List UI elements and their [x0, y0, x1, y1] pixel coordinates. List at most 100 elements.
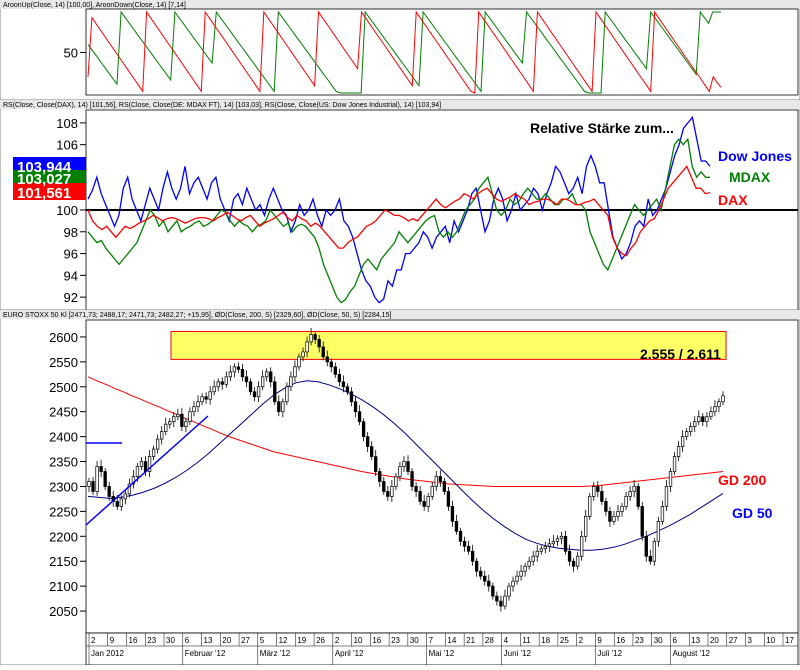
gd200-line [87, 376, 724, 487]
x-tick-label: 18 [541, 636, 550, 645]
candle [248, 378, 253, 396]
candle [127, 478, 132, 498]
aroon-y-axis: 50 [64, 46, 86, 61]
candle-body [265, 371, 269, 378]
candle [539, 545, 543, 555]
price-y-axis: 2600 2550 2500 2450 2400 2350 2300 2250 2200 2150… [49, 330, 86, 619]
rs-tick-label: 106 [56, 138, 78, 153]
candle [466, 540, 471, 555]
candle [168, 418, 172, 429]
candle [269, 367, 273, 388]
candle-body [684, 431, 689, 437]
candle-body [269, 371, 273, 383]
moving-averages [87, 376, 724, 551]
price-header-bar [0, 310, 800, 319]
candle [297, 353, 301, 371]
x-tick-label: 11 [522, 636, 531, 645]
x-tick-label: 16 [616, 636, 625, 645]
rs-legend-dow: Dow Jones [718, 148, 792, 164]
candle [535, 544, 539, 562]
candle-body [531, 555, 535, 562]
candle-body [119, 498, 123, 507]
candle [640, 501, 644, 541]
candle [370, 441, 374, 461]
x-axis: 2 9 16 23 30 6 13 20 27 5 12 19 26 2 10 16 23 30 7 14 21 28 4 1… [85, 632, 799, 666]
x-tick-label: 27 [241, 636, 250, 645]
candle [107, 481, 111, 501]
candle-body [616, 511, 620, 517]
resistance-zone [170, 330, 727, 360]
candle-body [236, 366, 241, 370]
aroon-plot-area [85, 8, 799, 96]
candle-body [309, 334, 313, 343]
month-label: Jan 2012 [91, 649, 124, 658]
candle-body [386, 491, 390, 497]
candle-body [390, 486, 394, 497]
price-tick-label: 2500 [49, 380, 78, 395]
x-tick-label: 13 [204, 636, 213, 645]
price-tick-label: 2100 [49, 579, 78, 594]
aroon-series-aroonup [87, 10, 721, 94]
x-tick-label: 2 [579, 636, 584, 645]
gd50-line [87, 380, 724, 551]
candle [636, 482, 640, 510]
trendline [85, 415, 209, 526]
candle-body [301, 351, 305, 358]
x-tick-label: 13 [691, 636, 700, 645]
candle-body [579, 535, 584, 557]
candle [479, 566, 483, 580]
candle [192, 401, 196, 417]
candle-body [216, 381, 220, 388]
rs-panel: RS(Close, Close(DAX), 14) [101,56], RS(C… [0, 99, 800, 311]
resistance-zone-label: 2.555 / 2.611 [640, 346, 721, 362]
candle [612, 510, 616, 525]
candle [644, 530, 648, 562]
candle [333, 362, 337, 378]
candle [579, 530, 584, 561]
value-box-dax [13, 183, 86, 200]
candle [531, 550, 535, 566]
rs-series-dax [87, 165, 711, 257]
candle [664, 479, 669, 511]
candle-body [139, 461, 144, 467]
candle-body [612, 516, 616, 522]
month-label: August '12 [672, 649, 710, 658]
candle [656, 516, 661, 547]
candle [438, 470, 442, 487]
candle [256, 381, 261, 403]
rs-header: RS(Close, Close(DAX), 14) [101,56], RS(C… [3, 102, 441, 109]
candle [378, 468, 382, 487]
candle-body [475, 560, 479, 572]
candle [575, 551, 580, 570]
candle [265, 368, 269, 382]
candle-body [414, 486, 418, 492]
candle [604, 497, 608, 516]
candle-body [600, 491, 604, 502]
candle [620, 502, 624, 517]
candle [515, 570, 519, 585]
price-tick-label: 2350 [49, 455, 78, 470]
candle [559, 531, 564, 545]
x-tick-label: 26 [316, 636, 325, 645]
candle [721, 391, 725, 406]
candle [616, 504, 620, 521]
candle-body [527, 560, 531, 567]
candle [450, 500, 455, 527]
candle-body [260, 376, 265, 388]
candle-body [155, 438, 160, 450]
candle [680, 430, 685, 453]
candle [252, 387, 257, 402]
candle-body [483, 575, 487, 582]
candle-body [212, 386, 216, 393]
candle-body [434, 476, 438, 487]
candle [228, 365, 233, 382]
candle-body [620, 506, 624, 512]
candle [684, 428, 689, 441]
candle-body [91, 481, 95, 492]
candle [232, 363, 237, 378]
candle-body [131, 476, 136, 485]
candle [337, 368, 342, 387]
candle [693, 416, 697, 433]
candle [176, 408, 180, 421]
candle [551, 534, 556, 548]
